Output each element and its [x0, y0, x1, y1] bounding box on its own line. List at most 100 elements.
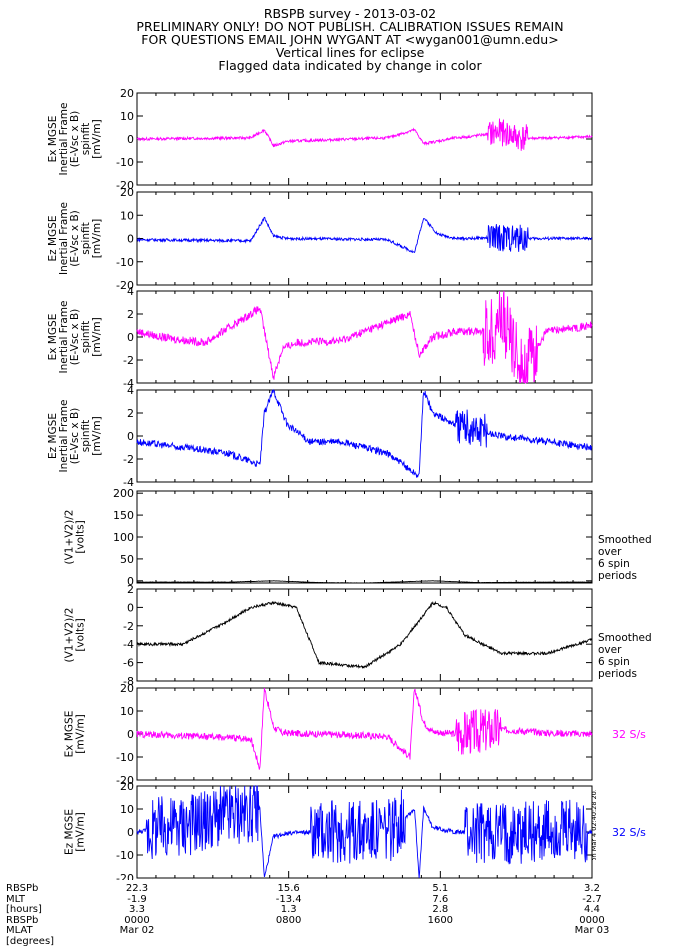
warning-line: PRELIMINARY ONLY! DO NOT PUBLISH. CALIBR… [136, 19, 564, 34]
y-tick-label: 20 [120, 87, 134, 100]
y-axis-label: spinfit [80, 321, 92, 353]
y-tick-label: 0 [127, 826, 134, 839]
y-axis-label: Inertial Frame [58, 400, 70, 473]
smoothing-note: over [598, 546, 622, 558]
y-tick-label: 2 [127, 407, 134, 420]
y-axis-label: (V1+V2)/2 [64, 510, 76, 565]
eclipse-note: Vertical lines for eclipse [275, 45, 425, 60]
data-trace-3 [136, 290, 593, 384]
ephemeris-value: 0800 [275, 914, 302, 926]
y-tick-label: -6 [123, 657, 134, 670]
ephemeris-value: Mar 03 [574, 925, 610, 936]
smoothing-note: Smoothed [598, 534, 652, 546]
timestamp-stamp: Mon Mar 4 02:40:28 2013 [590, 790, 598, 860]
sample-rate-label: 32 S/s [612, 728, 646, 741]
smoothing-note: 6 spin [598, 558, 630, 570]
ephemeris-value: 22.3 [125, 883, 149, 894]
y-axis-label: [mV/m] [91, 317, 103, 356]
ephemeris-value: 2.8 [432, 904, 449, 915]
y-tick-label: 4 [127, 384, 134, 397]
ephemeris-value: 0000 [124, 914, 150, 926]
y-axis-label: spinfit [80, 420, 92, 452]
y-tick-label: 20 [120, 780, 134, 793]
y-axis-label: Inertial Frame [58, 202, 70, 275]
y-tick-label: -4 [123, 377, 134, 390]
ephemeris-table: RBSPb MLT [hours] RBSPb MLAT [degrees] 22.3 -1.… [0, 880, 700, 950]
ephemeris-value: 15.6 [277, 883, 300, 894]
y-tick-label: 200 [113, 487, 134, 500]
y-axis-label: (V1+V2)/2 [64, 608, 76, 663]
panel-frame-5 [136, 490, 593, 584]
y-tick-label: 10 [120, 705, 134, 718]
panel-frame-7 [136, 687, 593, 781]
smoothing-note: over [598, 644, 622, 656]
y-tick-label: 20 [120, 186, 134, 199]
smoothing-note: 6 spin [598, 656, 630, 668]
y-axis-label: Ex MGSE [47, 314, 59, 361]
y-tick-label: 0 [127, 233, 134, 246]
ephemeris-value: 1.3 [280, 904, 297, 915]
y-tick-label: 50 [120, 553, 134, 566]
smoothing-note: periods [598, 570, 637, 582]
plot-title: RBSPB survey - 2013-03-02 [263, 6, 437, 21]
y-tick-label: -4 [123, 638, 134, 651]
ephemeris-value: 5.1 [432, 883, 449, 894]
data-trace-1 [136, 118, 593, 151]
y-axis-label: (E-Vsc x B) [69, 408, 81, 465]
y-axis-label: [volts] [75, 520, 87, 553]
y-axis-label: [mV/m] [75, 812, 87, 851]
y-tick-label: 20 [120, 682, 134, 695]
y-tick-label: -8 [123, 675, 134, 688]
ephemeris-value: 0000 [579, 914, 605, 926]
y-axis-label: spinfit [80, 222, 92, 254]
ephemeris-value: 1600 [427, 914, 454, 926]
y-tick-label: 100 [113, 531, 134, 544]
ephemeris-label: MLAT [6, 925, 33, 936]
y-tick-label: -10 [116, 256, 134, 269]
y-tick-label: -20 [116, 872, 134, 880]
y-tick-label: -10 [116, 156, 134, 169]
y-axis-label: Ez MGSE [47, 216, 59, 262]
y-tick-label: 0 [127, 430, 134, 443]
y-tick-label: -4 [123, 476, 134, 489]
y-tick-label: -20 [116, 279, 134, 292]
smoothing-note: periods [598, 668, 637, 680]
y-axis-label: spinfit [80, 123, 92, 155]
y-axis-label: Ex MGSE [47, 116, 59, 163]
y-tick-label: 10 [120, 110, 134, 123]
y-tick-label: -2 [123, 354, 134, 367]
y-tick-label: 10 [120, 803, 134, 816]
data-trace-6 [136, 600, 593, 669]
y-tick-label: -10 [116, 751, 134, 764]
y-tick-label: -20 [116, 179, 134, 192]
data-trace-4 [136, 388, 593, 478]
y-axis-label: Ex MGSE [64, 711, 76, 758]
y-tick-label: 10 [120, 209, 134, 222]
y-tick-label: 0 [127, 331, 134, 344]
y-axis-label: [volts] [75, 618, 87, 651]
y-tick-label: -2 [123, 620, 134, 633]
ephemeris-label: RBSPb [6, 883, 39, 894]
y-axis-label: (E-Vsc x B) [69, 111, 81, 168]
ephemeris-value: 7.6 [432, 893, 449, 905]
panel-frame-4 [136, 389, 593, 483]
y-tick-label: 2 [127, 583, 134, 596]
ephemeris-value: -13.4 [275, 893, 302, 905]
y-axis-label: [mV/m] [91, 119, 103, 158]
contact-line: FOR QUESTIONS EMAIL JOHN WYGANT AT <wyga… [141, 32, 559, 47]
panel-frame-3 [136, 290, 593, 384]
data-trace-5 [136, 580, 592, 584]
ephemeris-value: Mar 02 [119, 925, 155, 936]
y-axis-label: (E-Vsc x B) [69, 309, 81, 366]
y-tick-label: 0 [127, 575, 134, 588]
ephemeris-label: RBSPb [6, 914, 39, 926]
ephemeris-label: [hours] [6, 904, 42, 915]
y-axis-label: Inertial Frame [58, 301, 70, 374]
y-tick-label: 4 [127, 285, 134, 298]
ephemeris-value: -2.7 [582, 893, 602, 905]
y-tick-label: 0 [127, 728, 134, 741]
smoothing-note: Smoothed [598, 632, 652, 644]
ephemeris-value: -1.9 [127, 893, 147, 905]
y-axis-label: Inertial Frame [58, 103, 70, 176]
